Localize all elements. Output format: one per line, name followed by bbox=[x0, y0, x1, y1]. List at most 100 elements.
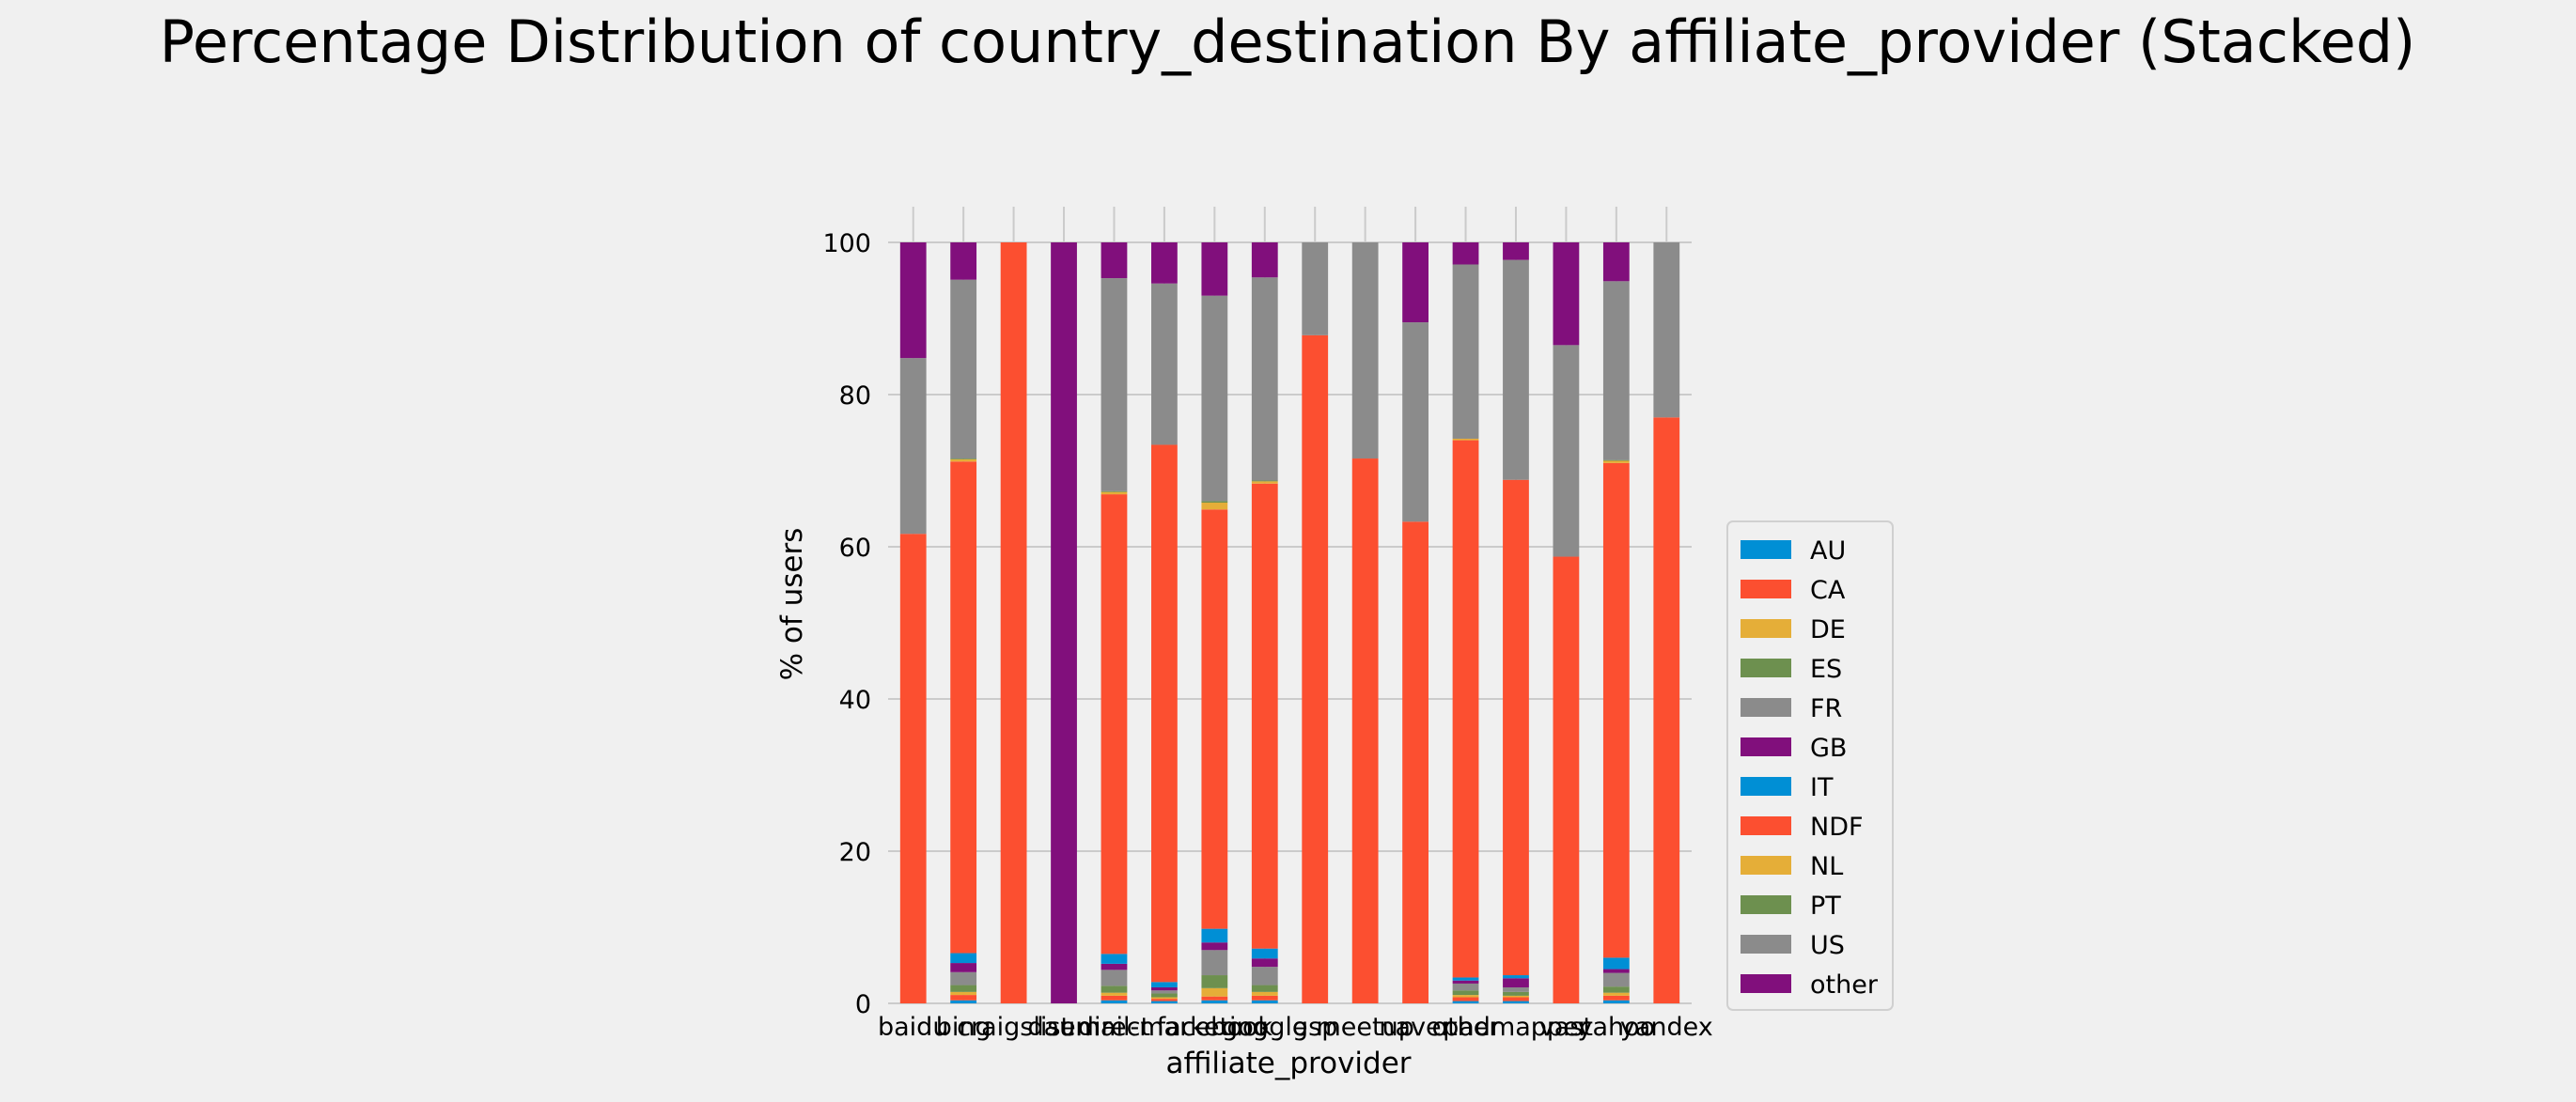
bar-segment-PT bbox=[1602, 459, 1630, 461]
y-axis-ticks: 0 20 40 60 80 100 bbox=[822, 229, 871, 1019]
y-tick-label: 60 bbox=[839, 534, 871, 563]
bar-segment-AU bbox=[950, 1000, 977, 1003]
bar-segment-IT bbox=[1503, 975, 1529, 979]
bar-segment-NDF bbox=[1503, 479, 1529, 976]
legend-label: NL bbox=[1810, 852, 1843, 881]
x-axis-ticks: baidubingcraigslistdaumdirectemail-marke… bbox=[878, 1013, 1713, 1042]
bar-segment-NDF bbox=[1351, 458, 1379, 1003]
legend-label: ES bbox=[1810, 655, 1842, 684]
bar-segment-US bbox=[1602, 281, 1630, 460]
bar-segment-NDF bbox=[1402, 521, 1429, 1003]
legend-swatch bbox=[1741, 895, 1791, 914]
bar-segment-NDF bbox=[1251, 483, 1278, 949]
bar-segment-IT bbox=[1101, 954, 1128, 964]
bar-segment-CA bbox=[1251, 995, 1278, 1001]
legend-swatch bbox=[1741, 580, 1791, 598]
bar-segment-NL bbox=[1452, 438, 1479, 441]
legend-swatch bbox=[1741, 777, 1791, 796]
legend-label: other bbox=[1810, 970, 1879, 1000]
bar-segment-FR bbox=[1452, 983, 1479, 991]
bar-segment-AU bbox=[1101, 1000, 1128, 1003]
bar-segment-DE bbox=[1201, 987, 1228, 997]
bar-segment-IT bbox=[1602, 957, 1630, 970]
bar-segment-US bbox=[1101, 278, 1128, 491]
legend-swatch bbox=[1741, 698, 1791, 717]
bar-segment-US bbox=[1503, 259, 1529, 480]
legend-label: AU bbox=[1810, 536, 1846, 566]
bar-segment-FR bbox=[1151, 990, 1178, 994]
bar-segment-other bbox=[1151, 242, 1178, 284]
x-tick-label: vast bbox=[1539, 1013, 1593, 1042]
bar-segment-DE bbox=[1151, 997, 1178, 1000]
bar-segment-ES bbox=[1251, 985, 1278, 992]
x-tick-label: bing bbox=[936, 1013, 991, 1042]
bar-segment-ES bbox=[1452, 990, 1479, 996]
bar-segment-FR bbox=[1201, 950, 1228, 976]
bar-segment-US bbox=[1251, 277, 1278, 481]
legend-swatch bbox=[1741, 659, 1791, 677]
bar-segment-US bbox=[1452, 264, 1479, 439]
bar-segment-other bbox=[950, 242, 977, 280]
bar-segment-other bbox=[1602, 242, 1630, 282]
legend-label: NDF bbox=[1810, 813, 1864, 842]
bar-segment-DE bbox=[1452, 995, 1479, 998]
bar-segment-CA bbox=[1101, 995, 1128, 1001]
bar-segment-FR bbox=[950, 971, 977, 986]
bar-segment-ES bbox=[1602, 986, 1630, 993]
legend-box bbox=[1726, 520, 1894, 1011]
chart-title: Percentage Distribution of country_desti… bbox=[160, 8, 2416, 76]
bar-segment-DE bbox=[1503, 995, 1529, 998]
legend-label: PT bbox=[1810, 892, 1841, 921]
bar-segment-GB bbox=[1251, 958, 1278, 968]
x-tick-label: gsp bbox=[1292, 1013, 1337, 1042]
bar-segment-CA bbox=[1503, 997, 1529, 1001]
bar-segment-DE bbox=[1251, 991, 1278, 996]
y-axis-label: % of users bbox=[775, 528, 809, 681]
bar-segment-FR bbox=[1503, 986, 1529, 992]
bar-segment-NDF bbox=[1000, 242, 1027, 1003]
bar-segment-FR bbox=[1101, 970, 1128, 986]
legend-label: US bbox=[1810, 931, 1845, 960]
bar-segment-NDF bbox=[1302, 334, 1329, 1003]
bar-segment-NDF bbox=[1602, 462, 1630, 958]
y-tick-label: 0 bbox=[855, 990, 871, 1019]
bar-segment-NDF bbox=[1653, 417, 1680, 1003]
bar-segment-DE bbox=[1602, 992, 1630, 996]
bar-segment-ES bbox=[1201, 975, 1228, 988]
x-tick-label: yahoo bbox=[1578, 1013, 1656, 1042]
bar-segment-ES bbox=[1503, 991, 1529, 996]
bar-segment-NDF bbox=[899, 534, 927, 1003]
legend-swatch bbox=[1741, 737, 1791, 756]
x-tick-label: meetup bbox=[1316, 1013, 1413, 1042]
bar-segment-US bbox=[1402, 322, 1429, 522]
legend-label: CA bbox=[1810, 576, 1846, 605]
bar-segment-other bbox=[899, 242, 927, 359]
bar-segment-AU bbox=[1602, 1000, 1630, 1003]
legend: AU CA DE ES FR GB IT NDF NL PT US other bbox=[1726, 520, 1894, 1011]
y-tick-label: 100 bbox=[822, 229, 871, 258]
bar-segment-NDF bbox=[1452, 440, 1479, 978]
bar-segment-US bbox=[1201, 295, 1228, 502]
legend-swatch bbox=[1741, 935, 1791, 954]
x-tick-label: padmapper bbox=[1443, 1013, 1590, 1042]
bar-segment-NL bbox=[1101, 491, 1128, 495]
bar-segment-CA bbox=[1602, 995, 1630, 1001]
bar-segment-other bbox=[1503, 242, 1529, 260]
bar-segment-US bbox=[1302, 242, 1329, 335]
bar-segment-GB bbox=[1101, 963, 1128, 970]
bar-segment-US bbox=[1351, 242, 1379, 459]
bar-segment-GB bbox=[950, 963, 977, 972]
bar-segment-PT bbox=[1101, 490, 1128, 492]
bar-segment-ES bbox=[1151, 993, 1178, 998]
bar-segment-other bbox=[1251, 242, 1278, 278]
bar-segment-other bbox=[1452, 242, 1479, 265]
bar-segment-AU bbox=[1452, 1001, 1479, 1003]
bar-segment-NL bbox=[950, 458, 977, 462]
x-tick-label: direct bbox=[1078, 1013, 1150, 1042]
bar-segment-other bbox=[1101, 242, 1128, 279]
x-tick-label: daum bbox=[1027, 1013, 1100, 1042]
bar-segment-PT bbox=[950, 458, 977, 459]
bar-segment-PT bbox=[1251, 480, 1278, 482]
bar-segment-NDF bbox=[1101, 494, 1128, 955]
